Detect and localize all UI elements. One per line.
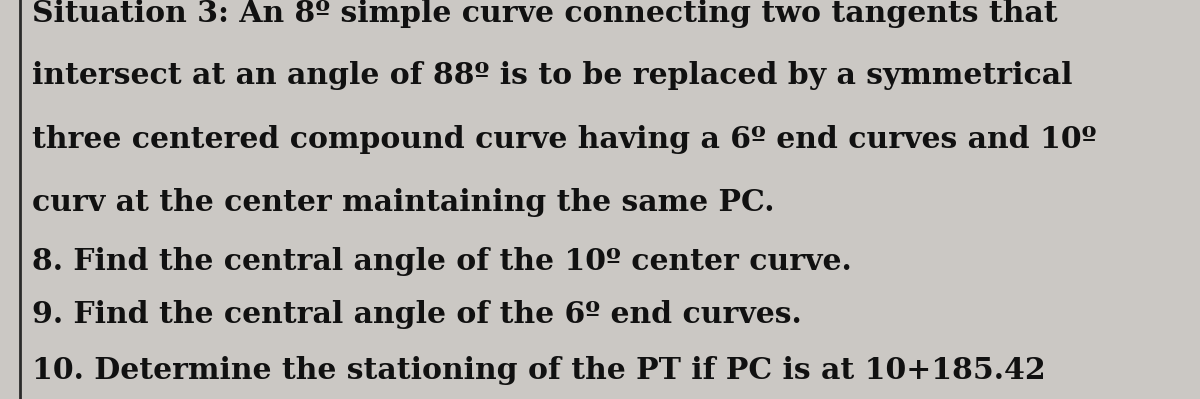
Text: 9. Find the central angle of the 6º end curves.: 9. Find the central angle of the 6º end … [32, 300, 802, 329]
Text: Situation 3: An 8º simple curve connecting two tangents that: Situation 3: An 8º simple curve connecti… [32, 0, 1058, 28]
Text: 10. Determine the stationing of the PT if PC is at 10+185.42: 10. Determine the stationing of the PT i… [32, 356, 1046, 385]
Text: three centered compound curve having a 6º end curves and 10º: three centered compound curve having a 6… [32, 124, 1097, 154]
Text: curv at the center maintaining the same PC.: curv at the center maintaining the same … [32, 188, 775, 217]
Text: intersect at an angle of 88º is to be replaced by a symmetrical: intersect at an angle of 88º is to be re… [32, 61, 1073, 90]
Text: 8. Find the central angle of the 10º center curve.: 8. Find the central angle of the 10º cen… [32, 247, 852, 276]
